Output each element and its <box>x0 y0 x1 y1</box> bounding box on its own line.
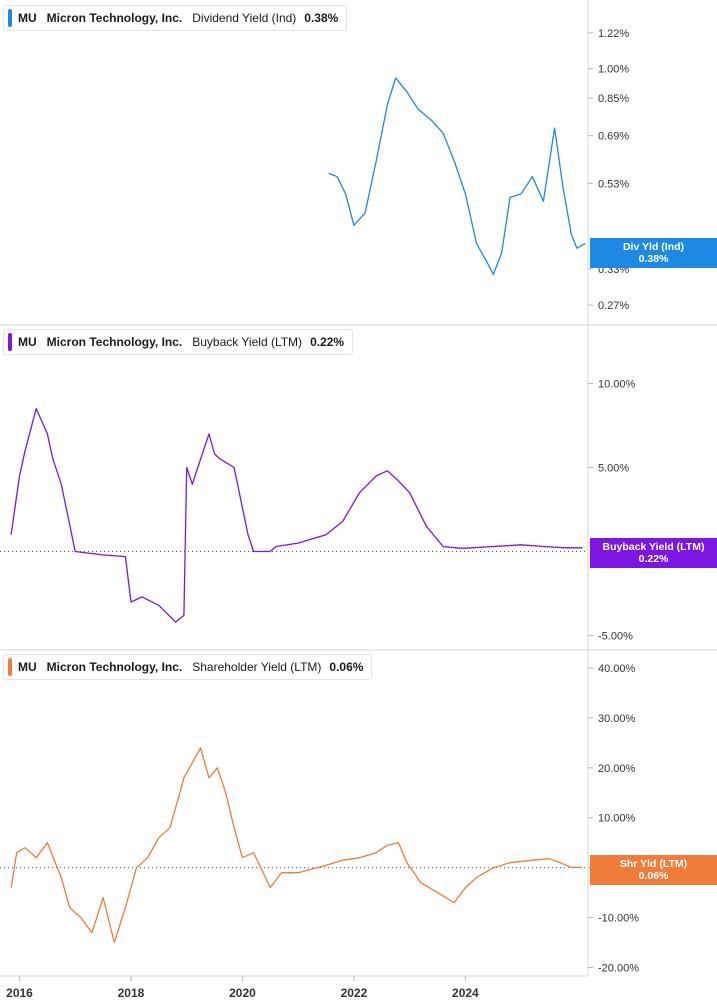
legend-company: Micron Technology, Inc. <box>46 660 183 674</box>
legend-company: Micron Technology, Inc. <box>46 11 183 25</box>
legend-company: Micron Technology, Inc. <box>46 335 183 349</box>
legend-dividend-yield[interactable]: MU Micron Technology, Inc. Dividend Yiel… <box>3 5 348 31</box>
value-tag-buyback-yield: Buyback Yield (LTM) 0.22% <box>590 538 717 568</box>
tag-label: Shr Yld (LTM) <box>619 858 688 870</box>
y-tick-label: 5.00% <box>598 462 629 474</box>
y-tick-label: 40.00% <box>598 663 636 675</box>
y-tick-label: 20.00% <box>598 763 636 775</box>
series-color-swatch <box>8 658 12 676</box>
tag-value: 0.06% <box>638 870 669 882</box>
y-tick-label: 1.22% <box>598 28 629 40</box>
legend-metric: Buyback Yield (LTM) <box>192 335 303 349</box>
legend-ticker: MU <box>18 335 37 349</box>
legend-value: 0.22% <box>310 335 345 349</box>
legend-ticker: MU <box>18 11 37 25</box>
legend-ticker: MU <box>18 660 37 674</box>
x-tick-label: 2016 <box>6 986 33 1000</box>
y-tick-label: 1.00% <box>598 64 629 76</box>
value-tag-shareholder-yield: Shr Yld (LTM) 0.06% <box>590 855 717 885</box>
legend-shareholder-yield[interactable]: MU Micron Technology, Inc. Shareholder Y… <box>3 654 373 680</box>
x-tick-label: 2024 <box>452 986 479 1000</box>
y-tick-label: 0.53% <box>598 178 629 190</box>
legend-buyback-yield[interactable]: MU Micron Technology, Inc. Buyback Yield… <box>3 329 354 355</box>
legend-value: 0.38% <box>304 11 339 25</box>
y-tick-label: 10.00% <box>598 813 636 825</box>
series-color-swatch <box>8 9 12 27</box>
series-line <box>10 747 583 944</box>
series-line <box>328 77 586 276</box>
tag-label: Div Yld (Ind) <box>622 241 685 253</box>
y-tick-label: 10.00% <box>598 378 636 390</box>
series-color-swatch <box>8 333 12 351</box>
series-line <box>10 407 583 623</box>
y-tick-label: -10.00% <box>598 913 639 925</box>
tag-value: 0.22% <box>638 553 669 565</box>
x-tick-label: 2020 <box>229 986 256 1000</box>
value-tag-dividend-yield: Div Yld (Ind) 0.38% <box>590 238 717 268</box>
legend-metric: Shareholder Yield (LTM) <box>192 660 322 674</box>
tag-label: Buyback Yield (LTM) <box>602 541 705 553</box>
y-tick-label: -5.00% <box>598 631 633 643</box>
legend-value: 0.06% <box>329 660 364 674</box>
x-tick-label: 2022 <box>341 986 368 1000</box>
y-tick-label: 0.69% <box>598 131 629 143</box>
y-tick-label: -20.00% <box>598 963 639 975</box>
tag-value: 0.38% <box>638 253 669 265</box>
legend-metric: Dividend Yield (Ind) <box>192 11 297 25</box>
y-tick-label: 0.27% <box>598 300 629 312</box>
y-tick-label: 0.85% <box>598 93 629 105</box>
x-tick-label: 2018 <box>118 986 145 1000</box>
y-tick-label: 30.00% <box>598 713 636 725</box>
